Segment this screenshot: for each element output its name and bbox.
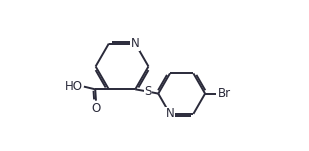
Text: N: N bbox=[131, 37, 140, 50]
Text: N: N bbox=[166, 107, 174, 120]
Text: O: O bbox=[91, 102, 101, 115]
Text: Br: Br bbox=[218, 87, 231, 100]
Text: HO: HO bbox=[64, 80, 83, 93]
Text: S: S bbox=[144, 85, 152, 98]
